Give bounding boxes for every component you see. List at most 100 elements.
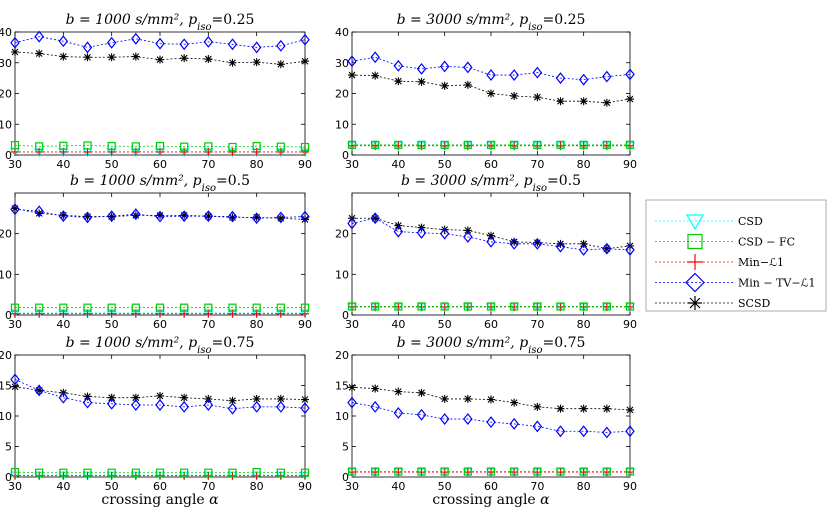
x-tick-label: 40 [391, 480, 405, 493]
y-tick-label: 20 [0, 349, 12, 362]
data-point-CSDFC [107, 468, 116, 477]
x-tick-label: 90 [298, 480, 312, 493]
data-point-SCSD [394, 221, 403, 230]
panel-6: b = 3000 s/mm², piso=0.75 30 40 50 60 70 80 90 0… [335, 335, 637, 493]
y-tick-label: 0 [5, 149, 12, 162]
series-line-MinTV [351, 56, 631, 81]
x-tick-label: 90 [298, 158, 312, 171]
x-tick-label: 50 [438, 480, 452, 493]
data-point-MinTV [10, 203, 20, 216]
x-tick-label: 80 [250, 318, 264, 331]
y-tick-label: 0 [342, 309, 349, 322]
data-point-CSDFC [228, 303, 237, 312]
x-tick-label: 50 [438, 318, 452, 331]
data-point-CSDFC [107, 303, 116, 312]
data-point-CSDFC [579, 467, 588, 476]
data-point-SCSD [204, 55, 213, 64]
y-tick-label: 0 [342, 149, 349, 162]
data-point-CSDFC [276, 142, 285, 151]
y-tick-label: 10 [0, 268, 12, 281]
x-tick-label: 50 [105, 158, 119, 171]
data-point-MinTV [486, 69, 496, 82]
data-point-MinTV [155, 210, 165, 223]
x-tick-label: 60 [153, 158, 167, 171]
legend-item-CSDFC: CSD − FC [655, 233, 795, 250]
panel-title: b = 3000 s/mm², piso=0.5 [401, 173, 581, 194]
x-tick-label: 60 [153, 318, 167, 331]
series-MinL1 [348, 302, 634, 311]
data-point-MinTV [203, 210, 214, 223]
data-point-SCSD [11, 47, 19, 56]
data-point-CSDFC [10, 141, 20, 150]
data-point-CSDFC [394, 302, 403, 311]
data-point-SCSD [180, 393, 189, 402]
axes-box [351, 354, 631, 478]
data-point-SCSD [556, 404, 565, 413]
panel-title: b = 3000 s/mm², piso=0.75 [397, 335, 586, 356]
y-tick-label: 10 [335, 410, 349, 423]
data-point-MinTV [34, 30, 44, 43]
data-point-CSDFC [371, 467, 380, 476]
x-tick-label: 90 [623, 158, 637, 171]
data-point-MinTV [227, 38, 238, 51]
x-tick-label: 50 [105, 480, 119, 493]
legend-marker [685, 214, 705, 231]
data-point-CSDFC [252, 468, 261, 477]
data-point-CSDFC [440, 140, 449, 149]
data-point-CSDFC [83, 468, 92, 477]
x-tick-label: 80 [250, 158, 264, 171]
data-point-SCSD [252, 394, 261, 403]
data-point-MinTV [10, 36, 20, 49]
x-tick-label: 40 [56, 480, 70, 493]
data-point-SCSD [487, 89, 495, 98]
data-point-SCSD [11, 382, 19, 391]
x-tick-label: 90 [298, 318, 312, 331]
data-point-SCSD [252, 213, 261, 222]
data-point-SCSD [579, 97, 588, 106]
data-point-MinTV [34, 205, 44, 218]
data-point-MinTV [625, 68, 635, 81]
data-point-CSDFC [602, 140, 611, 149]
x-tick-label: 30 [345, 318, 359, 331]
legend-marker [688, 296, 702, 310]
data-point-MinTV [486, 416, 496, 429]
x-tick-label: 80 [577, 318, 591, 331]
series-CSDFC [10, 141, 310, 152]
data-point-CSDFC [579, 302, 588, 311]
y-tick-label: 10 [335, 118, 349, 131]
y-tick-label: 15 [335, 380, 349, 393]
data-point-SCSD [348, 71, 356, 80]
y-tick-label: 40 [0, 26, 12, 39]
data-point-SCSD [394, 387, 403, 396]
data-point-CSDFC [417, 302, 426, 311]
x-tick-label: 70 [530, 480, 544, 493]
panel-title: b = 1000 s/mm², piso=0.5 [70, 173, 250, 194]
data-point-MinTV [393, 406, 404, 419]
data-point-MinTV [300, 210, 310, 223]
data-point-SCSD [510, 237, 519, 246]
data-point-SCSD [107, 212, 116, 221]
x-tick-label: 80 [577, 158, 591, 171]
data-point-MinTV [276, 211, 286, 224]
data-point-SCSD [602, 404, 611, 413]
panel-title: b = 1000 s/mm², piso=0.25 [66, 12, 255, 33]
y-tick-label: 30 [0, 57, 12, 70]
x-tick-label: 60 [153, 480, 167, 493]
data-point-SCSD [301, 395, 309, 404]
data-point-CSDFC [276, 468, 285, 477]
data-point-SCSD [228, 58, 237, 67]
data-point-MinTV [370, 51, 380, 64]
data-point-CSDFC [579, 140, 588, 149]
data-point-CSDFC [417, 467, 426, 476]
data-point-MinL1 [301, 147, 309, 156]
data-point-CSDFC [155, 303, 165, 312]
data-point-CSDFC [625, 140, 635, 149]
data-point-CSDFC [59, 468, 68, 477]
data-point-CSDFC [371, 140, 380, 149]
data-point-SCSD [579, 239, 588, 248]
data-point-MinTV [532, 420, 543, 433]
data-point-CSDFC [131, 303, 140, 312]
x-tick-label: 40 [56, 158, 70, 171]
series-SCSD [11, 47, 309, 69]
data-point-SCSD [228, 396, 237, 405]
